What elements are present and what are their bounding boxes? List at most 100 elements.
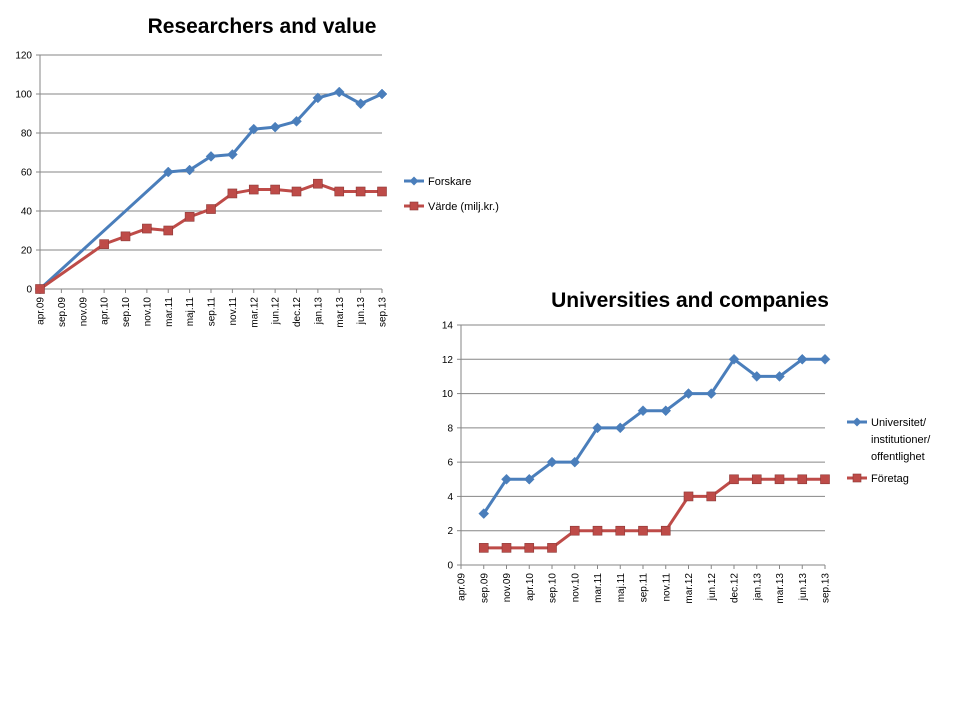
data-point [569,456,581,468]
data-point [706,491,717,502]
data-point [248,123,260,135]
data-point [377,186,387,197]
data-point [184,164,195,176]
data-point [683,388,694,399]
x-tick-label: sep.09 [479,573,490,603]
x-tick-label: nov.11 [228,297,239,326]
chart-1: Universities and companies 0 2 4 6 8 10 12 14 apr… [442,289,931,604]
data-point [334,186,345,197]
data-point [751,474,762,485]
legend-label: Företag [871,473,909,485]
data-point [569,525,580,536]
legend-label-line: Företag [871,473,909,485]
x-tick-label: maj.11 [185,297,196,327]
data-point [206,204,216,214]
data-point [592,525,603,536]
y-tick-label: 100 [15,90,32,101]
x-tick-label: dec.12 [730,573,741,603]
chart-title: Universities and companies [551,289,829,312]
x-tick-label: apr.09 [36,297,47,325]
x-tick-label: sep.11 [207,297,218,327]
data-point [524,543,535,553]
y-tick-label: 0 [447,561,453,572]
chart-0: Researchers and value 0 20 40 60 80 100 120 apr.… [15,15,499,328]
chart-title: Researchers and value [148,15,377,38]
y-tick-label: 20 [21,246,33,257]
legend-label-line: Forskare [428,176,471,188]
data-point [162,166,174,178]
x-tick-label: sep.13 [378,297,389,327]
series-line-1 [483,477,825,550]
data-point [660,405,672,417]
legend-item-0: Universitet/institutioner/offentlighet [847,417,931,463]
legend-marker [409,176,419,186]
data-point [751,371,763,382]
x-tick-label: nov.11 [661,573,672,602]
data-point [291,115,302,127]
x-tick-label: sep.10 [548,573,559,603]
data-point [501,543,512,553]
data-point [205,151,217,162]
data-point [660,525,671,536]
series-line-0 [38,90,383,291]
x-tick-label: nov.09 [78,297,89,327]
y-tick-label: 80 [21,129,33,140]
legend-label: Universitet/institutioner/offentlighet [871,417,931,463]
x-tick-label: apr.10 [100,297,111,325]
data-point [729,474,739,485]
data-point [312,92,324,104]
y-tick-label: 120 [15,51,32,62]
x-tick-label: sep.11 [639,573,650,603]
legend-item-0: Forskare [404,176,471,188]
data-point [774,474,785,485]
x-tick-label: nov.10 [142,297,153,327]
x-tick-label: jan.13 [313,297,324,326]
data-point [313,178,323,189]
legend-marker [852,473,862,483]
y-tick-label: 8 [447,423,453,434]
series-line-1 [39,182,382,291]
x-tick-label: mar.12 [684,573,695,604]
y-tick-label: 40 [21,207,33,218]
data-point [796,353,808,365]
legend-marker [852,417,862,427]
x-tick-label: jun.13 [798,573,809,602]
data-point [820,474,830,485]
data-point [142,223,152,234]
data-point [355,98,366,110]
data-point [478,543,489,553]
legend-label-line: offentlighet [871,451,925,463]
legend-label-line: Värde (milj.kr.) [428,201,499,213]
data-point [501,473,512,485]
legend-item-1: Värde (milj.kr.) [404,201,499,213]
y-tick-label: 60 [21,168,33,179]
legend-label-line: Universitet/ [871,417,927,429]
x-tick-label: mar.11 [593,573,604,603]
x-tick-label: nov.10 [570,573,581,603]
x-tick-label: sep.10 [121,297,132,327]
y-tick-label: 12 [442,355,454,366]
data-point [614,422,626,434]
legend-label-line: institutioner/ [871,434,931,446]
data-point [270,184,280,195]
data-point [547,543,557,553]
y-tick-label: 14 [442,321,454,332]
x-tick-label: mar.12 [249,297,260,328]
legend-item-1: Företag [847,473,909,485]
data-point [638,525,648,536]
data-point [797,474,808,485]
series-line-0 [482,357,825,515]
data-point [248,184,259,195]
y-tick-label: 0 [26,285,32,296]
data-point [728,353,740,365]
data-point [35,284,45,294]
data-point [774,371,785,382]
data-point [705,388,717,399]
data-point [269,121,281,133]
data-point [478,508,490,519]
x-tick-label: jun.12 [271,297,282,326]
data-point [291,186,302,197]
x-tick-label: apr.09 [457,573,468,601]
data-point [819,353,831,365]
